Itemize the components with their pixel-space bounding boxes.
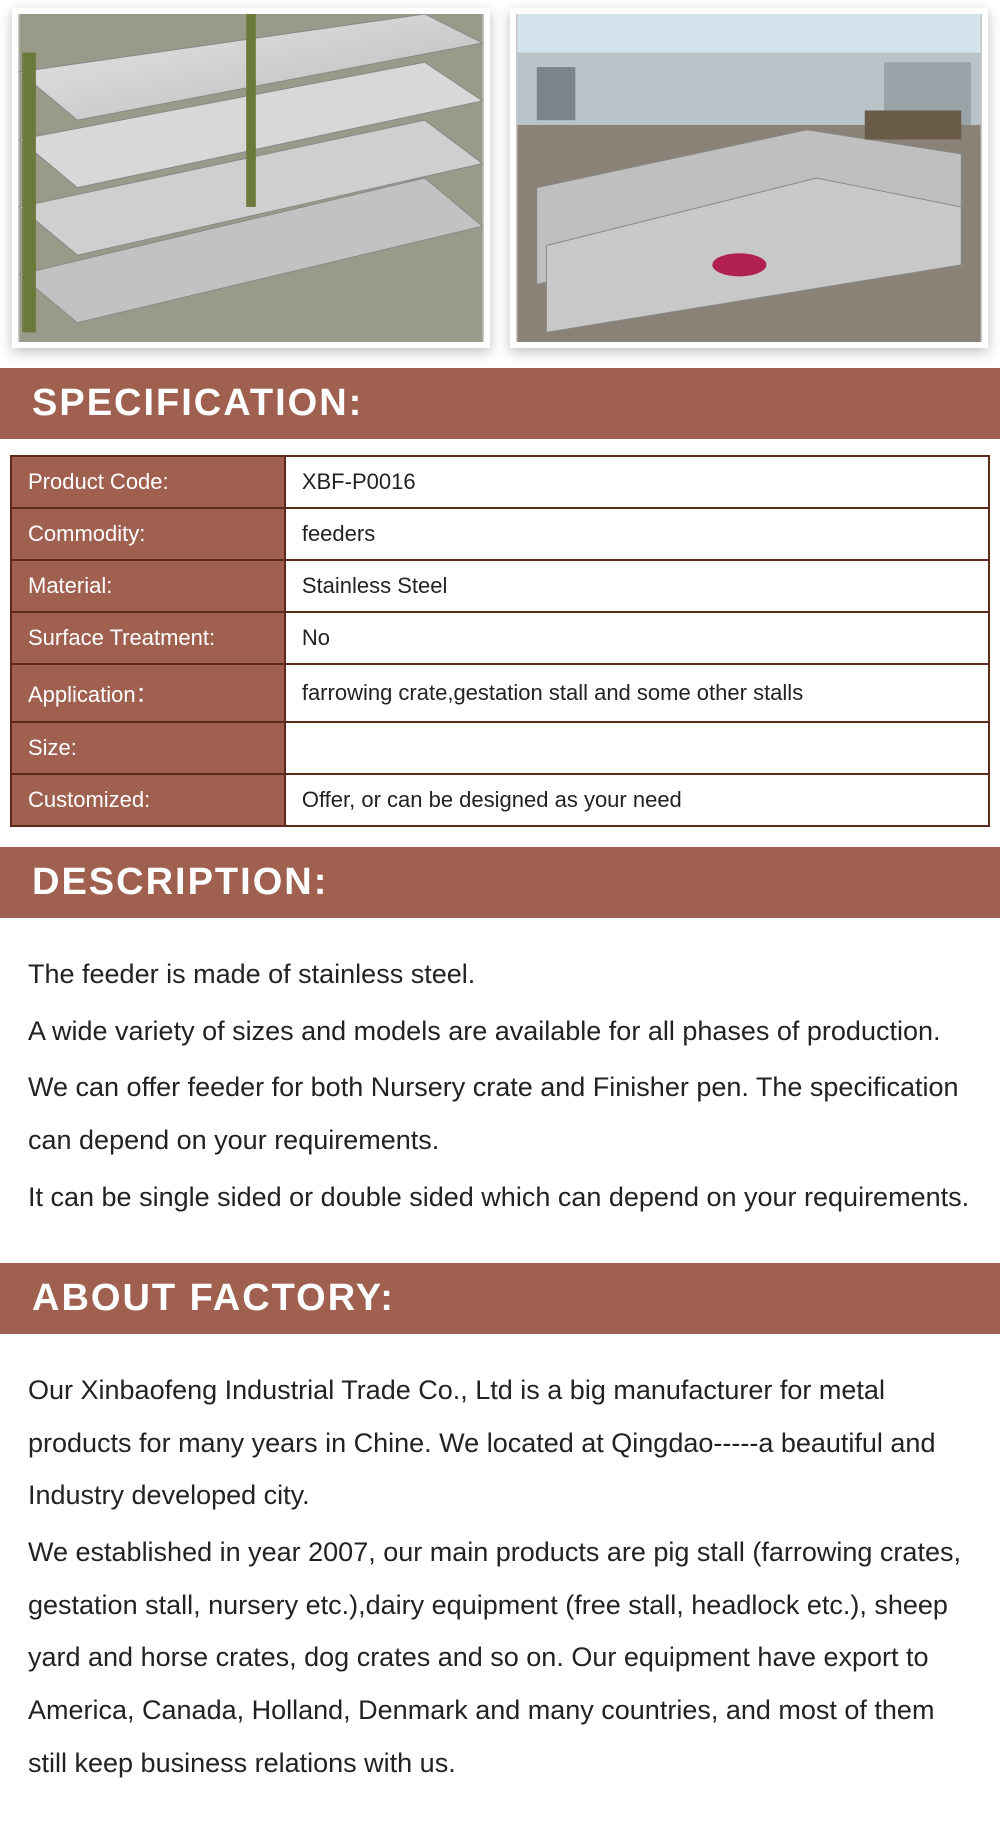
spec-value: farrowing crate,gestation stall and some… <box>285 664 989 722</box>
spec-value: Stainless Steel <box>285 560 989 612</box>
spec-label: Size: <box>11 722 285 774</box>
table-row: Product Code:XBF-P0016 <box>11 456 989 508</box>
page-container: SPECIFICATION: Product Code:XBF-P0016 Co… <box>0 0 1000 1829</box>
factory-paragraph: Our Xinbaofeng Industrial Trade Co., Ltd… <box>28 1364 972 1522</box>
factory-paragraph: We established in year 2007, our main pr… <box>28 1526 972 1789</box>
spec-table-body: Product Code:XBF-P0016 Commodity:feeders… <box>11 456 989 826</box>
spec-value: Offer, or can be designed as your need <box>285 774 989 826</box>
table-row: Material:Stainless Steel <box>11 560 989 612</box>
table-row: Size: <box>11 722 989 774</box>
spec-value: feeders <box>285 508 989 560</box>
description-header: DESCRIPTION: <box>0 847 1000 918</box>
spec-label: Customized: <box>11 774 285 826</box>
spec-label: Material: <box>11 560 285 612</box>
spec-label: Application： <box>11 664 285 722</box>
spec-value: No <box>285 612 989 664</box>
spec-label: Surface Treatment: <box>11 612 285 664</box>
description-text: The feeder is made of stainless steel. A… <box>0 918 1000 1263</box>
table-row: Customized:Offer, or can be designed as … <box>11 774 989 826</box>
spec-value: XBF-P0016 <box>285 456 989 508</box>
about-factory-text: Our Xinbaofeng Industrial Trade Co., Ltd… <box>0 1334 1000 1829</box>
about-factory-header: ABOUT FACTORY: <box>0 1263 1000 1334</box>
product-image-1 <box>12 8 490 348</box>
product-images-row <box>0 0 1000 368</box>
table-row: Surface Treatment:No <box>11 612 989 664</box>
description-line: It can be single sided or double sided w… <box>28 1171 972 1224</box>
description-line: A wide variety of sizes and models are a… <box>28 1005 972 1058</box>
steel-stack-illustration <box>18 14 484 342</box>
spec-label: Product Code: <box>11 456 285 508</box>
spec-label: Commodity: <box>11 508 285 560</box>
specification-header: SPECIFICATION: <box>0 368 1000 439</box>
table-row: Application：farrowing crate,gestation st… <box>11 664 989 722</box>
specification-table: Product Code:XBF-P0016 Commodity:feeders… <box>10 455 990 827</box>
description-line: We can offer feeder for both Nursery cra… <box>28 1061 972 1166</box>
description-line: The feeder is made of stainless steel. <box>28 948 972 1001</box>
warehouse-illustration <box>516 14 982 342</box>
spec-value <box>285 722 989 774</box>
table-row: Commodity:feeders <box>11 508 989 560</box>
product-image-2 <box>510 8 988 348</box>
